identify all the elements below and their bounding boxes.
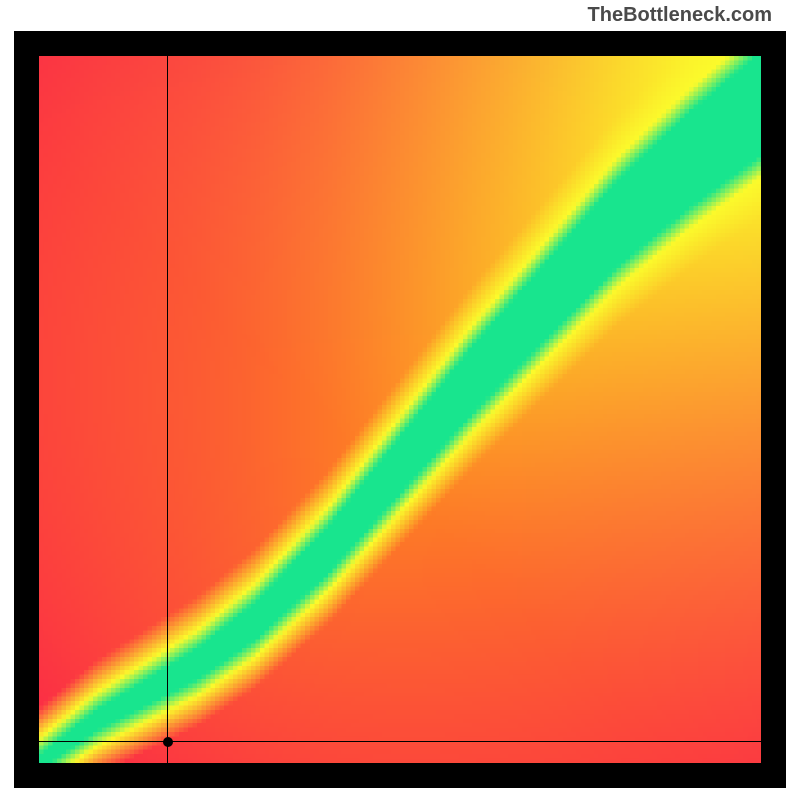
crosshair-horizontal (39, 741, 761, 742)
crosshair-vertical (167, 56, 168, 763)
chart-container: TheBottleneck.com (0, 0, 800, 800)
heatmap-canvas (39, 56, 761, 763)
crosshair-marker (163, 737, 173, 747)
attribution-label: TheBottleneck.com (588, 4, 772, 27)
